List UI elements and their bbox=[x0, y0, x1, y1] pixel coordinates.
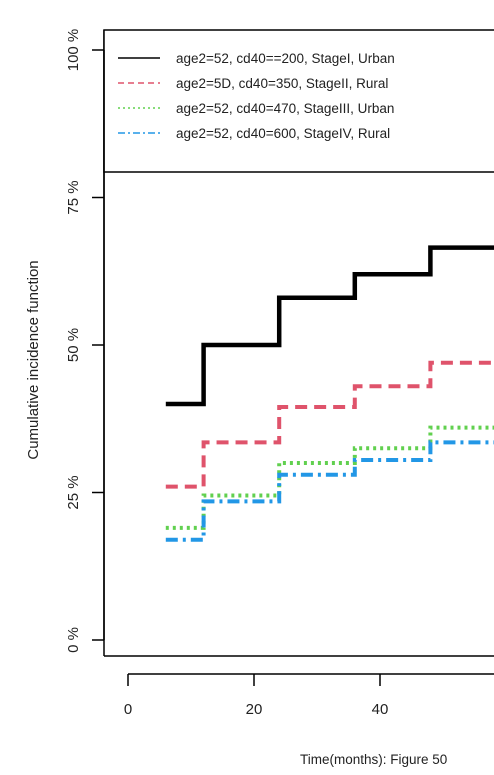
legend-label-3: age2=52, cd40=470, StageIII, Urban bbox=[176, 101, 394, 116]
x-tick-label-0: 0 bbox=[124, 701, 132, 718]
series-line-1 bbox=[165, 245, 494, 407]
y-axis-label: Cumulative incidence function bbox=[25, 260, 42, 459]
legend: age2=52, cd40==200, StageI, Urban age2=5D… bbox=[103, 29, 494, 173]
y-axis: 0 % 25 % 50 % 75 % 100 % bbox=[65, 29, 105, 653]
series-layer bbox=[165, 245, 494, 542]
y-tick-label-4: 100 % bbox=[65, 29, 82, 72]
y-tick-label-0: 0 % bbox=[65, 627, 82, 653]
x-tick-label-1: 20 bbox=[246, 701, 263, 718]
x-axis: 0 20 40 bbox=[124, 673, 494, 718]
legend-label-4: age2=52, cd40=600, StageIV, Rural bbox=[176, 126, 390, 141]
y-tick-label-3: 75 % bbox=[65, 180, 82, 214]
legend-label-1: age2=52, cd40==200, StageI, Urban bbox=[176, 51, 395, 66]
series-line-2 bbox=[165, 360, 494, 489]
x-axis-caption: Time(months): Figure 50 bbox=[300, 752, 447, 767]
y-tick-label-2: 50 % bbox=[65, 328, 82, 362]
x-tick-label-2: 40 bbox=[372, 701, 389, 718]
legend-label-2: age2=5D, cd40=350, StageII, Rural bbox=[176, 76, 388, 91]
series-line-4 bbox=[165, 440, 494, 542]
y-tick-label-1: 25 % bbox=[65, 475, 82, 509]
